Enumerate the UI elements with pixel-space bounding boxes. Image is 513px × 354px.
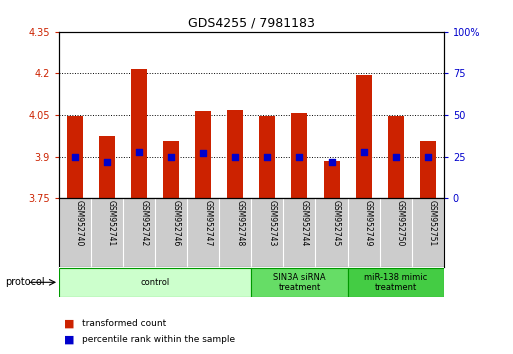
Bar [356,75,371,198]
FancyBboxPatch shape [348,268,444,297]
Bar [324,161,340,198]
Bar [195,111,211,198]
Point [295,154,304,159]
Text: GSM952740: GSM952740 [75,200,84,247]
Bar [388,116,404,198]
Text: ■: ■ [64,319,74,329]
Point [360,149,368,154]
FancyBboxPatch shape [59,268,251,297]
FancyBboxPatch shape [251,268,348,297]
Bar [131,69,147,198]
Bar [420,141,436,198]
Point [103,159,111,165]
Text: GSM952743: GSM952743 [267,200,277,247]
Point [263,154,271,159]
Bar [163,141,179,198]
Bar [67,116,83,198]
Text: GSM952741: GSM952741 [107,200,116,246]
Text: GSM952745: GSM952745 [331,200,341,247]
Bar [260,116,275,198]
Text: GSM952747: GSM952747 [203,200,212,247]
Text: percentile rank within the sample: percentile rank within the sample [82,335,235,344]
Text: GSM952746: GSM952746 [171,200,180,247]
Text: control: control [141,278,170,287]
Point [71,154,79,159]
Text: GSM952744: GSM952744 [300,200,308,247]
Text: protocol: protocol [5,277,45,287]
Title: GDS4255 / 7981183: GDS4255 / 7981183 [188,16,315,29]
Point [231,154,240,159]
Text: GSM952742: GSM952742 [139,200,148,246]
Bar [291,113,307,198]
Point [391,154,400,159]
Text: GSM952750: GSM952750 [396,200,405,247]
Point [424,154,432,159]
Text: SIN3A siRNA
treatment: SIN3A siRNA treatment [273,273,326,292]
Text: transformed count: transformed count [82,319,166,329]
Text: miR-138 mimic
treatment: miR-138 mimic treatment [364,273,427,292]
Text: GSM952751: GSM952751 [428,200,437,246]
Point [327,159,336,165]
Bar [227,110,243,198]
Point [167,154,175,159]
Text: GSM952748: GSM952748 [235,200,244,246]
Bar [99,136,115,198]
Point [199,150,207,156]
Text: GSM952749: GSM952749 [364,200,372,247]
Text: ■: ■ [64,335,74,345]
Point [135,149,143,154]
